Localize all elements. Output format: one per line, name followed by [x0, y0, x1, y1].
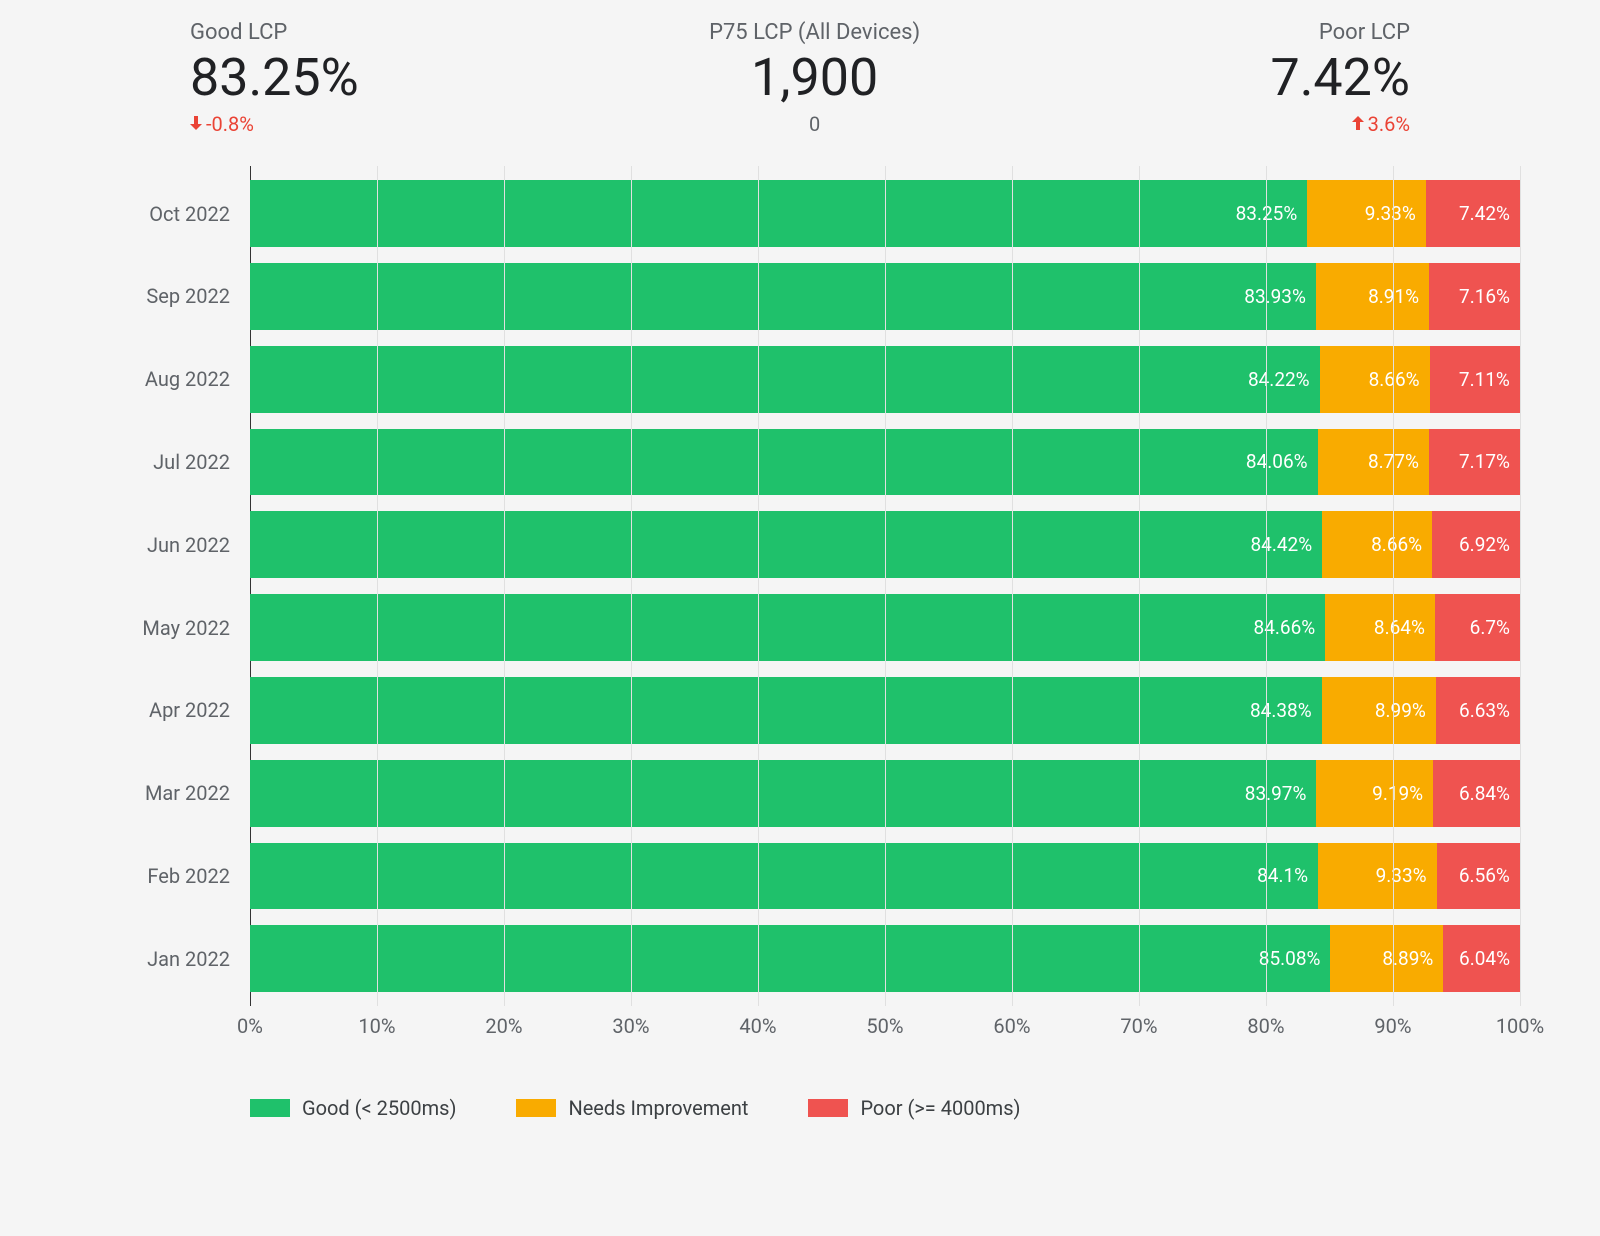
chart-plot-area: Oct 202283.25%9.33%7.42%Sep 202283.93%8.…: [250, 166, 1520, 1006]
chart-segment-good: 83.25%: [250, 180, 1307, 247]
x-axis-tick: 60%: [993, 1014, 1030, 1038]
chart-segment-poor: 6.63%: [1436, 677, 1520, 744]
scorecard-label: Good LCP: [190, 20, 287, 45]
lcp-distribution-chart: Oct 202283.25%9.33%7.42%Sep 202283.93%8.…: [170, 166, 1520, 1046]
x-axis-tick: 100%: [1496, 1014, 1544, 1038]
scorecard-value: 83.25%: [190, 49, 359, 106]
legend-swatch-poor: [808, 1099, 848, 1117]
scorecard-delta-text: -0.8%: [206, 112, 254, 136]
x-axis-tick: 80%: [1247, 1014, 1284, 1038]
chart-segment-needs: 8.77%: [1318, 429, 1429, 496]
chart-segment-needs: 9.33%: [1307, 180, 1425, 247]
legend-swatch-needs: [516, 1099, 556, 1117]
chart-legend: Good (< 2500ms) Needs Improvement Poor (…: [250, 1096, 1560, 1120]
chart-segment-needs: 8.99%: [1322, 677, 1436, 744]
chart-gridline: [1393, 166, 1394, 1006]
chart-segment-poor: 7.42%: [1426, 180, 1520, 247]
chart-gridline: [631, 166, 632, 1006]
legend-label: Good (< 2500ms): [302, 1096, 456, 1120]
scorecard-delta: -0.8%: [190, 112, 254, 136]
chart-row-label: Aug 2022: [145, 367, 250, 391]
chart-segment-good: 84.38%: [250, 677, 1322, 744]
chart-gridline: [1520, 166, 1521, 1006]
chart-row-label: Mar 2022: [145, 781, 250, 805]
legend-item-poor: Poor (>= 4000ms): [808, 1096, 1020, 1120]
chart-segment-good: 84.22%: [250, 346, 1320, 413]
scorecard-delta: 3.6%: [1352, 112, 1410, 136]
chart-segment-needs: 8.66%: [1322, 511, 1432, 578]
chart-row-label: May 2022: [142, 616, 250, 640]
chart-gridline: [377, 166, 378, 1006]
chart-row-label: Jun 2022: [147, 533, 250, 557]
chart-segment-poor: 7.16%: [1429, 263, 1520, 330]
chart-segment-needs: 9.33%: [1318, 843, 1436, 910]
legend-label: Needs Improvement: [568, 1096, 748, 1120]
chart-segment-poor: 7.11%: [1430, 346, 1520, 413]
chart-segment-poor: 7.17%: [1429, 429, 1520, 496]
chart-segment-poor: 6.56%: [1437, 843, 1520, 910]
x-axis-tick: 20%: [485, 1014, 522, 1038]
chart-segment-needs: 8.64%: [1325, 594, 1435, 661]
x-axis-tick: 50%: [866, 1014, 903, 1038]
scorecard-poor-lcp: Poor LCP 7.42% 3.6%: [1271, 20, 1410, 136]
chart-gridline: [758, 166, 759, 1006]
x-axis-tick: 90%: [1374, 1014, 1411, 1038]
chart-gridline: [1139, 166, 1140, 1006]
legend-swatch-good: [250, 1099, 290, 1117]
chart-segment-poor: 6.04%: [1443, 925, 1520, 992]
x-axis-tick: 0%: [237, 1014, 263, 1038]
scorecard-p75-lcp: P75 LCP (All Devices) 1,900 0: [709, 20, 920, 136]
chart-row-label: Sep 2022: [146, 284, 250, 308]
chart-segment-needs: 8.91%: [1316, 263, 1429, 330]
chart-row-label: Jan 2022: [147, 947, 250, 971]
chart-segment-good: 84.66%: [250, 594, 1325, 661]
chart-row-label: Jul 2022: [153, 450, 250, 474]
scorecard-value: 7.42%: [1271, 49, 1410, 106]
chart-gridline: [1266, 166, 1267, 1006]
scorecards: Good LCP 83.25% -0.8% P75 LCP (All Devic…: [190, 20, 1410, 136]
scorecard-delta-text: 3.6%: [1368, 112, 1410, 136]
scorecard-label: Poor LCP: [1319, 20, 1410, 45]
arrow-up-icon: [1352, 116, 1364, 133]
legend-item-good: Good (< 2500ms): [250, 1096, 456, 1120]
chart-segment-poor: 6.84%: [1433, 760, 1520, 827]
chart-segment-needs: 9.19%: [1316, 760, 1433, 827]
chart-segment-good: 83.97%: [250, 760, 1316, 827]
chart-segment-good: 83.93%: [250, 263, 1316, 330]
x-axis-tick: 40%: [739, 1014, 776, 1038]
scorecard-value: 1,900: [751, 49, 878, 106]
scorecard-sub: 0: [809, 112, 820, 136]
chart-gridline: [1012, 166, 1013, 1006]
chart-segment-good: 84.42%: [250, 511, 1322, 578]
legend-label: Poor (>= 4000ms): [860, 1096, 1020, 1120]
arrow-down-icon: [190, 116, 202, 133]
chart-segment-needs: 8.66%: [1320, 346, 1430, 413]
chart-gridline: [885, 166, 886, 1006]
legend-item-needs-improvement: Needs Improvement: [516, 1096, 748, 1120]
chart-row-label: Oct 2022: [149, 202, 250, 226]
chart-segment-poor: 6.7%: [1435, 594, 1520, 661]
chart-segment-good: 84.06%: [250, 429, 1318, 496]
chart-x-axis: 0%10%20%30%40%50%60%70%80%90%100%: [250, 1006, 1520, 1046]
chart-segment-needs: 8.89%: [1330, 925, 1443, 992]
chart-segment-poor: 6.92%: [1432, 511, 1520, 578]
chart-row-label: Apr 2022: [149, 698, 250, 722]
scorecard-good-lcp: Good LCP 83.25% -0.8%: [190, 20, 359, 136]
x-axis-tick: 70%: [1120, 1014, 1157, 1038]
x-axis-tick: 10%: [358, 1014, 395, 1038]
chart-gridline: [504, 166, 505, 1006]
chart-row-label: Feb 2022: [147, 864, 250, 888]
scorecard-label: P75 LCP (All Devices): [709, 20, 920, 45]
x-axis-tick: 30%: [612, 1014, 649, 1038]
chart-segment-good: 84.1%: [250, 843, 1318, 910]
chart-segment-good: 85.08%: [250, 925, 1330, 992]
